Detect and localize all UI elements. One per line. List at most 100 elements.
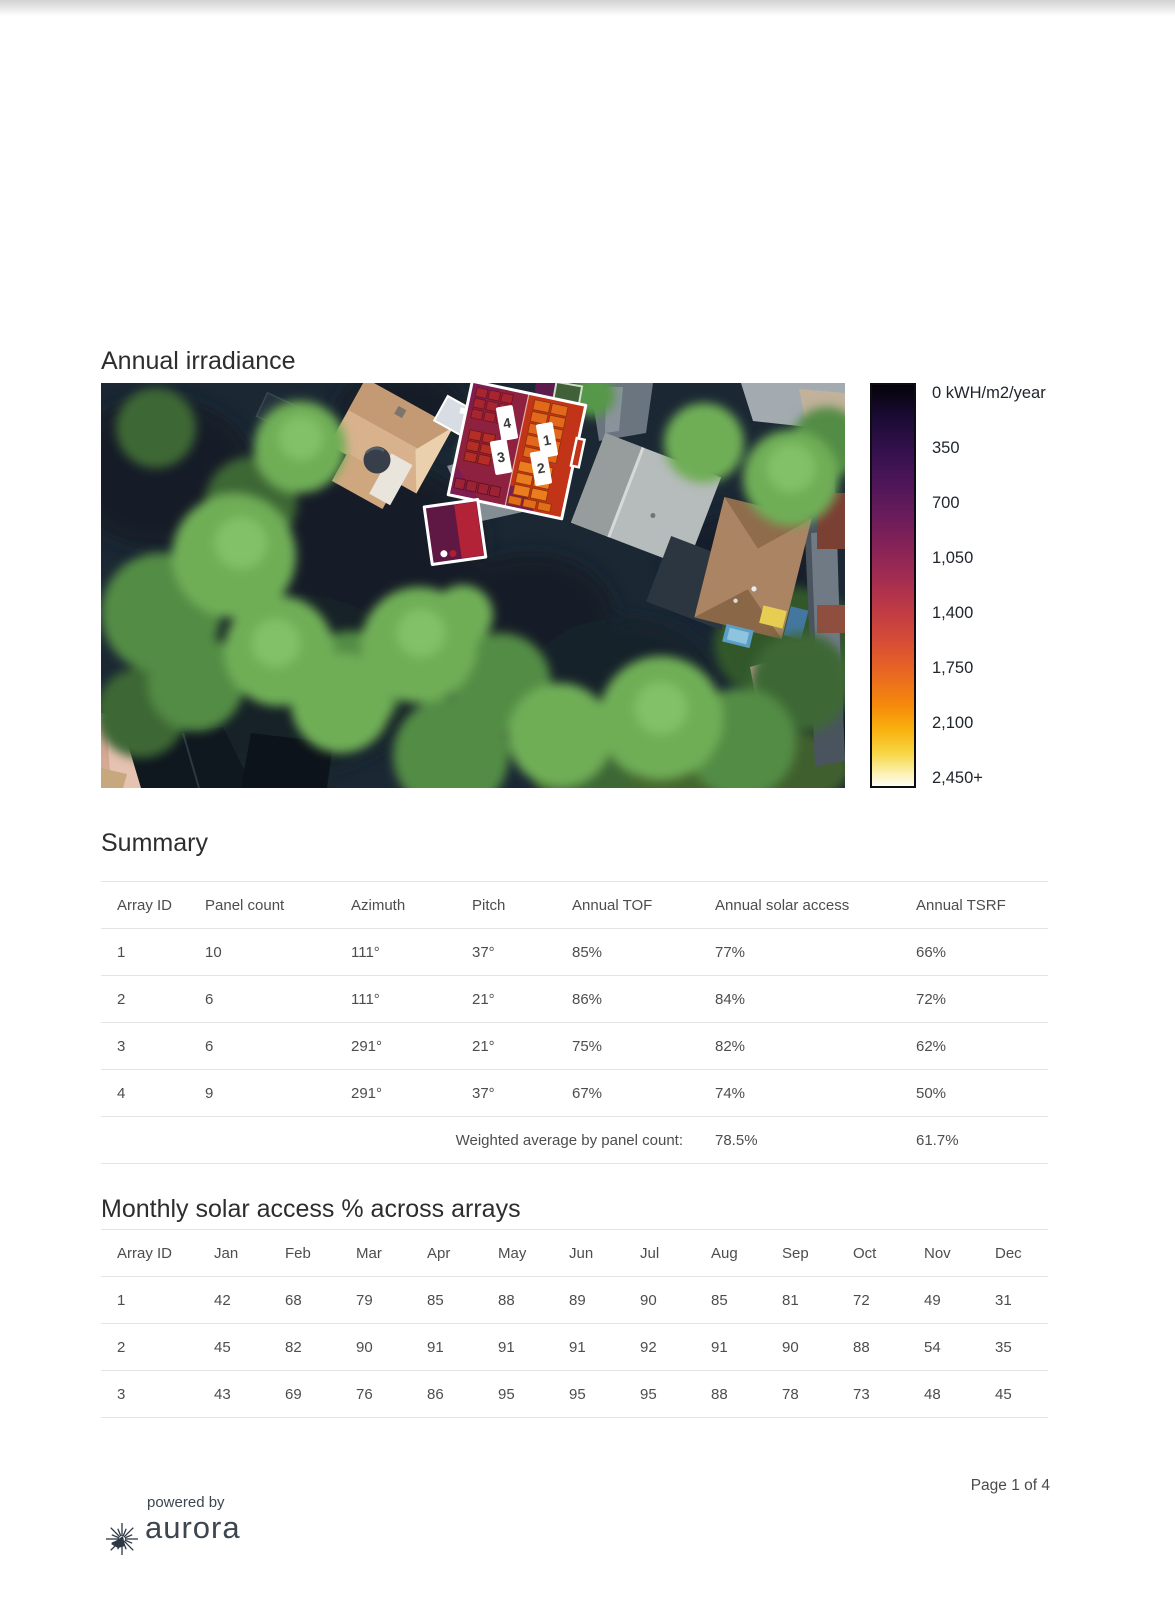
aurora-wordmark: aurora	[145, 1510, 241, 1545]
summary-cell: 67%	[556, 1069, 699, 1117]
svg-text:2: 2	[536, 459, 547, 476]
tree-canopies	[101, 383, 845, 788]
summary-header-cell: Annual TSRF	[900, 881, 1048, 929]
irradiance-color-scale	[870, 383, 916, 788]
monthly-cell: 54	[908, 1323, 979, 1371]
summary-cell: 1	[101, 928, 189, 976]
summary-cell: 84%	[699, 975, 900, 1023]
summary-cell: 111°	[335, 928, 456, 976]
deck	[369, 453, 413, 506]
monthly-cell: 79	[340, 1276, 411, 1324]
monthly-cell: 73	[837, 1370, 908, 1418]
summary-cell: 72%	[900, 975, 1048, 1023]
summary-row: 3 6 291° 21° 75% 82% 62%	[101, 1022, 1048, 1070]
monthly-cell: 35	[979, 1323, 1048, 1371]
summary-header-cell: Pitch	[456, 881, 556, 929]
monthly-header-cell: May	[482, 1229, 553, 1277]
tan-gable-house	[328, 383, 454, 510]
monthly-header-cell: Dec	[979, 1229, 1048, 1277]
legend-tick: 700	[932, 494, 960, 512]
monthly-row: 2 45 82 90 91 91 91 92 91 90 88 54 35	[101, 1323, 1048, 1371]
summary-row: 4 9 291° 37° 67% 74% 50%	[101, 1069, 1048, 1117]
summary-cell: 86%	[556, 975, 699, 1023]
monthly-cell: 3	[101, 1370, 198, 1418]
summary-cell: 74%	[699, 1069, 900, 1117]
irradiance-map: 4 3 1 2	[101, 383, 845, 788]
monthly-cell: 91	[695, 1323, 766, 1371]
summary-cell: 37°	[456, 928, 556, 976]
monthly-header-cell: Apr	[411, 1229, 482, 1277]
array-label-chip-3: 3	[489, 439, 513, 475]
array-overlay-detached	[422, 498, 488, 566]
legend-tick: 2,450+	[932, 769, 983, 787]
monthly-cell: 85	[411, 1276, 482, 1324]
monthly-header-cell: Aug	[695, 1229, 766, 1277]
monthly-cell: 69	[269, 1370, 340, 1418]
summary-cell: 62%	[900, 1022, 1048, 1070]
monthly-cell: 86	[411, 1370, 482, 1418]
monthly-solar-access-table: Array ID Jan Feb Mar Apr May Jun Jul Aug…	[101, 1229, 1048, 1418]
summary-table: Array ID Panel count Azimuth Pitch Annua…	[101, 881, 1048, 1164]
summary-cell: 111°	[335, 975, 456, 1023]
summary-cell: 9	[189, 1069, 335, 1117]
monthly-row: 1 42 68 79 85 88 89 90 85 81 72 49 31	[101, 1276, 1048, 1324]
summary-cell: 4	[101, 1069, 189, 1117]
monthly-header-cell: Oct	[837, 1229, 908, 1277]
monthly-header-cell: Jul	[624, 1229, 695, 1277]
summary-cell: 82%	[699, 1022, 900, 1070]
monthly-cell: 88	[837, 1323, 908, 1371]
summary-row: 2 6 111° 21° 86% 84% 72%	[101, 975, 1048, 1023]
summary-cell: 6	[189, 1022, 335, 1070]
summary-heading: Summary	[101, 828, 208, 857]
summary-cell: 21°	[456, 975, 556, 1023]
monthly-cell: 76	[340, 1370, 411, 1418]
legend-tick-labels: 0 kWH/m2/year 350 700 1,050 1,400 1,750 …	[932, 383, 1046, 788]
monthly-header-cell: Feb	[269, 1229, 340, 1277]
array-label-chip-4: 4	[495, 405, 519, 441]
summary-row: 1 10 111° 37° 85% 77% 66%	[101, 928, 1048, 976]
monthly-cell: 43	[198, 1370, 269, 1418]
monthly-cell: 90	[766, 1323, 837, 1371]
summary-weighted-row: Weighted average by panel count: 78.5% 6…	[101, 1116, 1048, 1164]
page-number-label: Page 1 of 4	[970, 1477, 1050, 1494]
monthly-cell: 90	[340, 1323, 411, 1371]
tan-roof-house	[694, 496, 812, 640]
monthly-cell: 95	[624, 1370, 695, 1418]
weighted-average-tsrf: 61.7%	[900, 1116, 1048, 1164]
summary-cell: 3	[101, 1022, 189, 1070]
monthly-cell: 31	[979, 1276, 1048, 1324]
irradiance-section: 4 3 1 2 0 kWH/m2/year	[101, 383, 1046, 788]
summary-cell: 66%	[900, 928, 1048, 976]
legend-tick: 1,750	[932, 659, 974, 677]
monthly-cell: 85	[695, 1276, 766, 1324]
legend-tick: 1,050	[932, 549, 974, 567]
legend-tick: 2,100	[932, 714, 974, 732]
legend-tick: 1,400	[932, 604, 974, 622]
svg-text:1: 1	[542, 431, 553, 448]
summary-cell: 50%	[900, 1069, 1048, 1117]
monthly-cell: 91	[553, 1323, 624, 1371]
monthly-cell: 90	[624, 1276, 695, 1324]
summary-cell: 77%	[699, 928, 900, 976]
legend-tick: 0 kWH/m2/year	[932, 384, 1046, 402]
monthly-header-cell: Sep	[766, 1229, 837, 1277]
summary-header-cell: Panel count	[189, 881, 335, 929]
summary-cell: 291°	[335, 1022, 456, 1070]
monthly-cell: 2	[101, 1323, 198, 1371]
monthly-header-cell: Jun	[553, 1229, 624, 1277]
monthly-cell: 88	[695, 1370, 766, 1418]
monthly-cell: 1	[101, 1276, 198, 1324]
summary-header-cell: Annual TOF	[556, 881, 699, 929]
monthly-header-cell: Nov	[908, 1229, 979, 1277]
monthly-cell: 89	[553, 1276, 624, 1324]
monthly-cell: 45	[198, 1323, 269, 1371]
powered-by-label: powered by	[147, 1494, 225, 1511]
monthly-header-row: Array ID Jan Feb Mar Apr May Jun Jul Aug…	[101, 1229, 1048, 1277]
monthly-cell: 82	[269, 1323, 340, 1371]
monthly-cell: 91	[482, 1323, 553, 1371]
summary-header-cell: Azimuth	[335, 881, 456, 929]
summary-cell: 85%	[556, 928, 699, 976]
page-title: Annual irradiance	[101, 346, 296, 375]
monthly-cell: 91	[411, 1323, 482, 1371]
